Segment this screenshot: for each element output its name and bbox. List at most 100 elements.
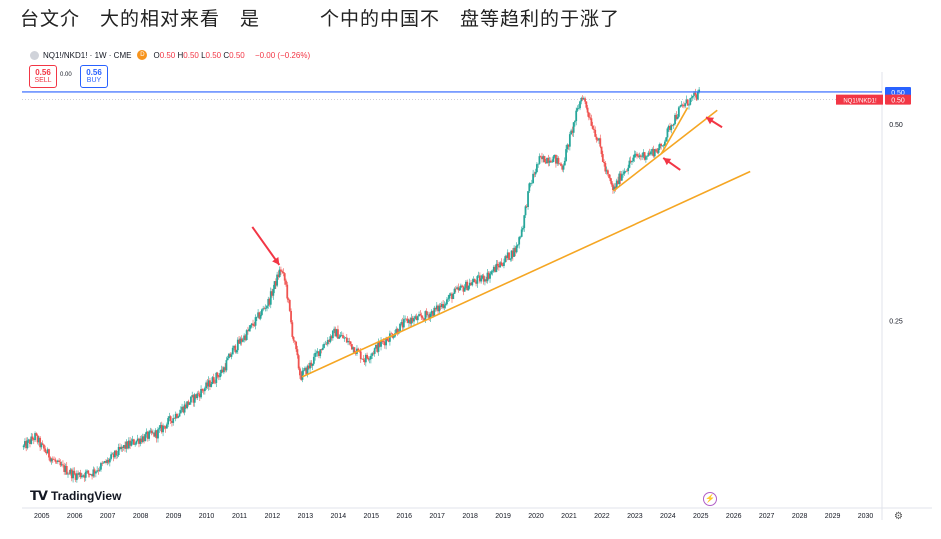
candle-body — [468, 282, 471, 286]
candle-body — [107, 459, 110, 463]
symbol-title[interactable]: NQ1!/NKD1! · 1W · CME — [43, 50, 132, 60]
candle-body — [150, 430, 153, 434]
buy-button[interactable]: 0.56 BUY — [80, 65, 108, 88]
candle-body — [211, 377, 214, 384]
candle-body — [136, 438, 139, 441]
x-tick-label: 2017 — [429, 513, 445, 520]
candle-body — [49, 457, 52, 462]
candle-body — [152, 432, 154, 434]
gear-icon[interactable]: ⚙ — [894, 511, 903, 522]
x-tick-label: 2026 — [726, 513, 742, 520]
candle-body — [319, 349, 322, 357]
candle-body — [508, 252, 510, 260]
candle-body — [482, 275, 485, 282]
candle-body — [215, 372, 218, 383]
candle-body — [224, 367, 227, 371]
candle-body — [484, 279, 486, 282]
candle-body — [45, 451, 48, 454]
candle-body — [661, 145, 664, 147]
candle-body — [471, 282, 474, 286]
candle-body — [589, 117, 592, 119]
candle-body — [406, 318, 409, 323]
candle-body — [467, 285, 470, 291]
candle-body — [91, 474, 93, 477]
lightning-icon[interactable]: ⚡ — [703, 492, 717, 506]
sell-button[interactable]: 0.56 SELL — [29, 65, 57, 88]
candle-body — [43, 444, 45, 449]
candle-body — [603, 161, 605, 164]
x-tick-label: 2008 — [133, 513, 149, 520]
candle-body — [528, 183, 531, 192]
x-tick-label: 2025 — [693, 513, 709, 520]
candle-body — [410, 317, 413, 324]
candle-body — [667, 126, 670, 129]
arrow-2012-peak-shaft — [251, 226, 281, 266]
candle-body — [22, 445, 25, 448]
candle-body — [321, 347, 324, 350]
candle-body — [266, 305, 268, 309]
candle-body — [473, 279, 476, 282]
candle-body — [572, 122, 575, 133]
candle-body — [55, 461, 58, 463]
candle-body — [433, 307, 436, 317]
candle-body — [613, 186, 616, 191]
candle-body — [102, 462, 105, 464]
candle-body — [461, 285, 464, 287]
sell-price: 0.56 — [35, 68, 51, 77]
candle-body — [200, 388, 202, 398]
candle-body — [195, 394, 197, 398]
candle-body — [236, 339, 239, 351]
candle-body — [389, 333, 391, 342]
arrow-2024-touch-head — [663, 157, 672, 166]
candle-body — [609, 177, 612, 182]
x-tick-label: 2022 — [594, 513, 610, 520]
candle-body — [576, 108, 579, 111]
candle-body — [625, 170, 628, 172]
symbol-status-icon[interactable] — [30, 50, 39, 60]
candle-body — [486, 272, 489, 282]
tradingview-logo[interactable]: 𝗧𝗩 TradingView — [30, 488, 121, 504]
candle-body — [669, 126, 671, 131]
candle-body — [172, 418, 175, 423]
candle-body — [203, 388, 206, 392]
y-tick-label: 0.50 — [889, 122, 903, 129]
candle-body — [343, 338, 346, 339]
x-tick-label: 2024 — [660, 513, 676, 520]
candle-body — [280, 269, 282, 272]
candle-body — [27, 439, 30, 441]
candle-body — [489, 273, 491, 279]
delayed-badge: D — [137, 50, 148, 60]
candle-body — [496, 263, 499, 266]
candle-body — [665, 137, 668, 142]
candle-body — [454, 288, 457, 290]
candle-body — [258, 312, 261, 319]
candle-body — [240, 338, 243, 342]
candle-body — [555, 154, 557, 164]
candle-body — [655, 149, 657, 152]
candle-body — [449, 293, 452, 295]
candle-body — [364, 354, 367, 363]
candle-body — [414, 316, 417, 319]
candle-body — [228, 353, 230, 359]
candle-body — [112, 453, 115, 458]
candle-body — [515, 245, 518, 253]
candle-body — [84, 471, 87, 478]
candle-body — [231, 347, 234, 355]
candle-body — [188, 402, 191, 405]
candle-body — [551, 162, 554, 163]
candle-body — [652, 149, 655, 157]
candle-body — [359, 351, 362, 360]
candle-body — [309, 362, 311, 369]
candle-body — [46, 449, 49, 454]
candle-body — [274, 281, 277, 286]
candle-body — [579, 101, 581, 109]
candle-body — [335, 329, 338, 337]
candle-body — [239, 338, 242, 344]
tradingview-logo-icon: 𝗧𝗩 — [30, 488, 48, 503]
candle-body — [632, 157, 635, 162]
candle-body — [86, 470, 88, 472]
candle-body — [438, 305, 441, 312]
candle-body — [155, 430, 158, 439]
candle-body — [387, 340, 390, 342]
